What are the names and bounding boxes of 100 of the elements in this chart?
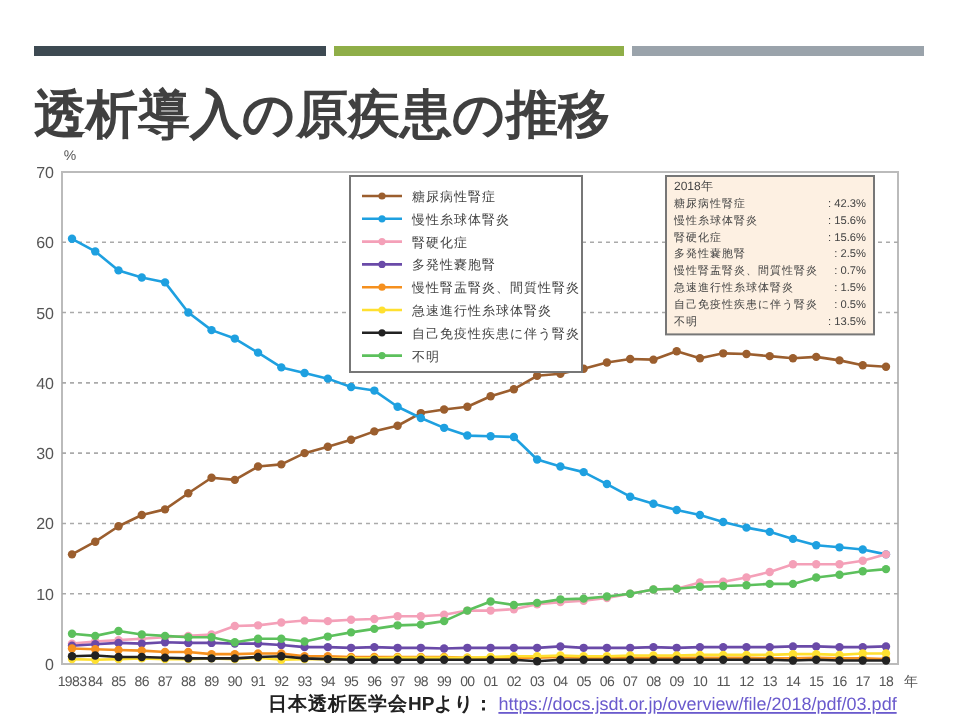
point xyxy=(137,273,146,282)
point xyxy=(393,402,402,411)
point xyxy=(625,492,635,501)
point xyxy=(486,643,495,653)
point xyxy=(835,570,844,579)
point xyxy=(370,642,379,652)
point xyxy=(393,621,402,630)
point xyxy=(91,247,100,256)
point xyxy=(858,545,867,554)
point xyxy=(300,368,309,378)
point xyxy=(649,499,658,508)
point xyxy=(114,645,123,655)
point xyxy=(509,432,519,442)
point xyxy=(160,278,170,287)
point xyxy=(300,448,309,458)
point xyxy=(858,649,867,658)
point xyxy=(812,541,821,550)
y-tick-label: 30 xyxy=(36,445,56,464)
point xyxy=(556,462,565,471)
point xyxy=(416,620,426,629)
point xyxy=(765,527,774,537)
point xyxy=(625,643,635,653)
point xyxy=(509,384,519,394)
point xyxy=(393,421,402,430)
point xyxy=(184,308,193,317)
point xyxy=(788,642,798,651)
point xyxy=(370,386,379,395)
point xyxy=(346,435,356,444)
point xyxy=(719,349,728,358)
point xyxy=(184,489,193,498)
point xyxy=(625,354,635,364)
point xyxy=(393,643,402,653)
point xyxy=(556,642,565,651)
point xyxy=(486,606,495,615)
point xyxy=(277,634,286,643)
point xyxy=(812,573,821,582)
point xyxy=(742,523,751,532)
point xyxy=(486,597,495,606)
point xyxy=(579,643,588,653)
point xyxy=(835,356,844,365)
point xyxy=(486,432,495,441)
point xyxy=(649,355,658,364)
point xyxy=(323,642,333,652)
point xyxy=(300,616,309,625)
point xyxy=(323,632,333,641)
point xyxy=(788,579,798,589)
point xyxy=(91,631,100,641)
point xyxy=(323,616,333,626)
point xyxy=(253,634,263,643)
point xyxy=(370,614,379,624)
point xyxy=(439,423,449,433)
point xyxy=(858,361,867,370)
point xyxy=(602,358,612,367)
y-tick-label: 0 xyxy=(45,656,56,674)
point xyxy=(812,642,821,651)
point xyxy=(765,351,774,361)
point xyxy=(91,537,100,546)
y-tick-label: 20 xyxy=(36,515,56,534)
point xyxy=(67,234,77,243)
point xyxy=(346,382,356,392)
point xyxy=(532,643,542,653)
point xyxy=(719,517,728,527)
point xyxy=(137,639,146,648)
point xyxy=(649,642,658,652)
point xyxy=(230,334,239,343)
point xyxy=(742,581,751,590)
point xyxy=(719,642,728,652)
point xyxy=(114,626,123,636)
point xyxy=(788,534,798,544)
point xyxy=(788,559,798,569)
point xyxy=(463,402,472,411)
point xyxy=(370,427,379,436)
point xyxy=(346,628,356,637)
point xyxy=(579,467,588,477)
point xyxy=(742,642,751,652)
y-tick-label: 70 xyxy=(36,164,56,182)
y-tick-label: 40 xyxy=(36,374,56,393)
point xyxy=(323,374,333,383)
point xyxy=(346,615,356,624)
point xyxy=(486,392,495,401)
point xyxy=(835,642,844,652)
point xyxy=(858,556,867,565)
y-tick-label: 50 xyxy=(36,304,56,323)
y-tick-label: 10 xyxy=(36,585,56,604)
point xyxy=(253,348,263,357)
point xyxy=(695,354,705,363)
point xyxy=(416,643,426,653)
point xyxy=(835,559,844,569)
point xyxy=(881,642,891,651)
point xyxy=(695,510,705,520)
point xyxy=(881,362,891,371)
chart-title: 透析導入の原疾患の推移 xyxy=(34,84,610,144)
point xyxy=(370,624,379,634)
point xyxy=(114,266,123,275)
point xyxy=(439,644,449,653)
point xyxy=(695,642,705,652)
point xyxy=(812,352,821,362)
point xyxy=(835,543,844,552)
text: https://docs.jsdt.or.jp/overview/file/2018/pdf/03.pdf xyxy=(498,694,898,714)
point xyxy=(602,479,612,489)
